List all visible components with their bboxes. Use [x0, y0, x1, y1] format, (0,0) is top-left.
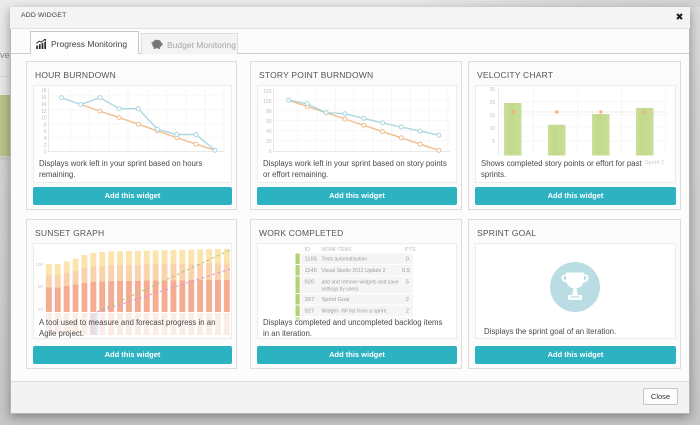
svg-text:18: 18 [41, 88, 47, 94]
svg-text:12: 12 [41, 109, 47, 115]
svg-text:20: 20 [38, 307, 44, 312]
svg-text:25: 25 [489, 87, 495, 93]
svg-text:14: 14 [41, 102, 47, 108]
svg-text:2: 2 [406, 297, 409, 303]
svg-text:60: 60 [38, 284, 44, 289]
svg-text:Visual Studio 2012 Update 2: Visual Studio 2012 Update 2 [322, 268, 386, 274]
svg-text:15: 15 [489, 113, 495, 119]
svg-text:100: 100 [35, 262, 43, 267]
svg-text:5: 5 [406, 280, 409, 286]
svg-text:0: 0 [406, 257, 409, 263]
svg-text:100: 100 [263, 99, 272, 105]
svg-text:8: 8 [44, 123, 47, 129]
svg-text:2: 2 [406, 309, 409, 315]
svg-text:2: 2 [44, 143, 47, 149]
svg-text:settings by users: settings by users [322, 287, 359, 293]
svg-text:40: 40 [266, 129, 272, 135]
svg-text:6: 6 [44, 129, 47, 135]
svg-text:PTS: PTS [405, 247, 416, 253]
svg-text:0: 0 [44, 150, 47, 155]
svg-text:20: 20 [489, 100, 495, 106]
svg-text:926: 926 [305, 280, 315, 286]
svg-text:927: 927 [305, 309, 315, 315]
svg-text:1145: 1145 [305, 268, 317, 274]
svg-text:Tests automatisation: Tests automatisation [322, 257, 368, 263]
svg-text:10: 10 [489, 126, 495, 132]
svg-text:60: 60 [266, 119, 272, 125]
svg-text:add and remove widgets and sav: add and remove widgets and save [322, 280, 399, 286]
svg-text:20: 20 [266, 139, 272, 145]
svg-text:0: 0 [269, 149, 272, 154]
svg-text:80: 80 [266, 109, 272, 115]
svg-text:0.5: 0.5 [402, 268, 410, 274]
svg-text:397: 397 [305, 297, 315, 303]
svg-text:120: 120 [263, 89, 272, 95]
svg-text:5: 5 [492, 139, 495, 145]
svg-text:10: 10 [41, 116, 47, 122]
svg-text:16: 16 [41, 95, 47, 101]
svg-text:1165: 1165 [305, 257, 317, 263]
svg-text:ID: ID [305, 247, 311, 253]
svg-text:Sprint Goal: Sprint Goal [322, 297, 350, 303]
svg-text:Widget- WI list from a sprint: Widget- WI list from a sprint [322, 309, 387, 315]
svg-text:4: 4 [44, 136, 47, 142]
svg-text:WORK ITEMS: WORK ITEMS [322, 247, 352, 253]
